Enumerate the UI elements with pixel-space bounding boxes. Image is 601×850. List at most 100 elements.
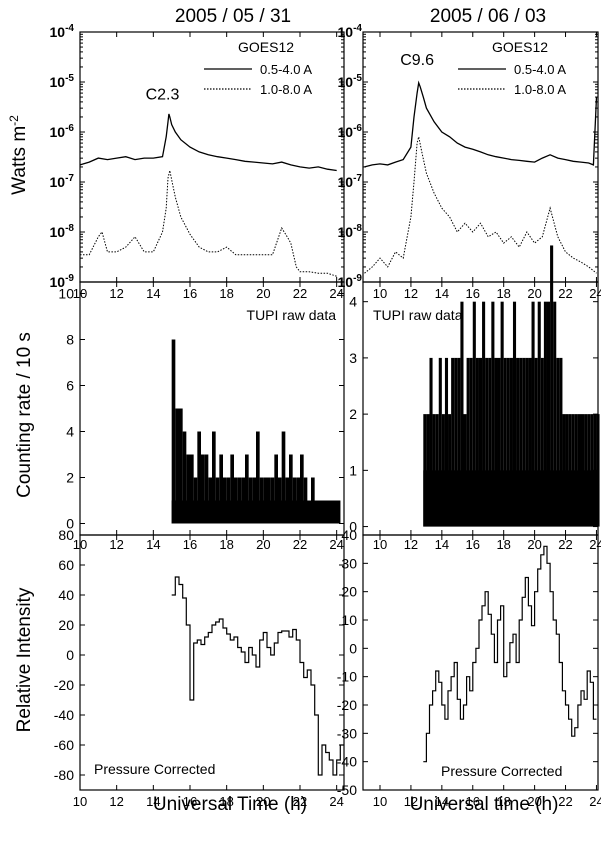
count-bar <box>300 454 304 524</box>
x-bot-left-tick-label: 10 <box>73 537 87 552</box>
y-tick-label: 10-9 <box>338 273 363 290</box>
y-tick-label: 20 <box>341 584 357 600</box>
y-tick-label: 10-9 <box>50 273 75 290</box>
y-tick-label: 4 <box>66 424 74 440</box>
count-bar <box>460 301 464 527</box>
x-bot-left-tick-label: 20 <box>256 794 270 809</box>
ylabel-relative: Relative Intensity <box>14 587 35 732</box>
y-tick-label: -20 <box>54 677 74 693</box>
count-bar <box>478 357 483 527</box>
series-line-long <box>80 170 337 277</box>
count-bar <box>522 357 526 527</box>
count-bar <box>550 245 554 527</box>
y-tick-label: -30 <box>337 725 357 741</box>
x-bot-left-tick-label: 24 <box>329 537 343 552</box>
count-bar <box>512 301 517 527</box>
x-bot-right-tick-label: 16 <box>466 537 480 552</box>
x-bot-right-tick-label: 10 <box>373 794 387 809</box>
x-top-left-tick-label: 12 <box>109 286 123 301</box>
y-tick-label: -20 <box>337 697 357 713</box>
count-bar <box>426 414 430 527</box>
count-bar <box>423 414 427 527</box>
count-bar <box>289 454 293 524</box>
x-top-left-tick-label: 24 <box>329 286 343 301</box>
y-tick-label: 80 <box>58 527 74 543</box>
count-bar <box>590 414 594 527</box>
count-bar <box>190 454 194 524</box>
count-baseline-band <box>423 470 598 527</box>
count-bar <box>485 357 489 527</box>
count-bar <box>475 357 479 527</box>
y-tick-label: -80 <box>54 767 74 783</box>
x-bot-right-tick-label: 12 <box>404 794 418 809</box>
count-bar <box>546 301 551 527</box>
x-bot-left-tick-label: 16 <box>183 537 197 552</box>
count-bar <box>463 414 467 527</box>
relative-panel-frame <box>362 534 599 791</box>
x-top-right-tick-label: 20 <box>527 286 541 301</box>
count-bar <box>230 454 234 524</box>
count-bar <box>531 301 535 527</box>
count-bar <box>197 431 201 524</box>
x-bot-right-tick-label: 14 <box>435 537 449 552</box>
panels: 10-4 10-5 10-6 10-7 10-8 10-9 GOES12 0.5-4.0 A 1… <box>50 23 601 809</box>
panel-annotation: TUPI raw data <box>247 307 337 323</box>
count-bar <box>488 357 492 527</box>
x-bot-right-tick-label: 22 <box>558 794 572 809</box>
x-bot-left-tick-label: 12 <box>109 794 123 809</box>
count-bar <box>540 357 544 527</box>
count-bar <box>438 357 442 527</box>
count-bar <box>494 357 498 527</box>
ylabel-watts: Watts m-2 <box>7 115 30 195</box>
title-left: 2005 / 05 / 31 <box>175 6 291 27</box>
count-bar <box>451 357 455 527</box>
relative-intensity-step <box>423 545 597 763</box>
count-bar <box>503 357 507 527</box>
count-bar <box>506 357 510 527</box>
x-bot-left-tick-label: 20 <box>256 537 270 552</box>
xlabel-left: Universal Time (h) <box>153 794 307 815</box>
x-bot-left-tick-label: 14 <box>146 537 160 552</box>
count-bar <box>472 301 476 527</box>
x-top-left-tick-label: 14 <box>146 286 160 301</box>
y-tick-label: 0 <box>349 519 357 535</box>
x-bot-right-tick-label: 24 <box>589 537 601 552</box>
panel-annotation: Pressure Corrected <box>441 763 562 779</box>
count-bar <box>534 357 538 527</box>
count-bar <box>556 357 560 527</box>
count-bar <box>256 431 260 524</box>
count-bar <box>432 414 436 527</box>
count-bar <box>525 357 529 527</box>
count-bar <box>171 339 176 524</box>
count-bar <box>509 357 513 527</box>
y-tick-label: 10 <box>58 286 74 302</box>
count-bar <box>204 454 209 524</box>
count-bars <box>423 245 600 527</box>
count-bar <box>565 414 569 527</box>
count-bar <box>219 454 223 524</box>
count-bar <box>571 414 575 527</box>
legend-label: 0.5-4.0 A <box>260 62 312 77</box>
y-tick-label: 10-4 <box>338 23 363 40</box>
count-bar <box>469 357 473 527</box>
y-tick-label: 3 <box>349 350 357 366</box>
flare-annotation: C2.3 <box>146 86 180 103</box>
title-right: 2005 / 06 / 03 <box>430 6 546 27</box>
x-top-left-tick-label: 10 <box>73 286 87 301</box>
count-bar <box>435 414 439 527</box>
count-bar <box>516 357 520 527</box>
series-line-short <box>79 113 337 172</box>
legend-title: GOES12 <box>492 39 548 55</box>
relative-intensity-step <box>171 576 344 776</box>
y-tick-label: 10-4 <box>50 23 75 40</box>
y-tick-label: 8 <box>66 332 74 348</box>
x-bot-right-tick-label: 10 <box>373 537 387 552</box>
count-bar <box>500 301 504 527</box>
x-top-right-tick-label: 12 <box>404 286 418 301</box>
y-tick-label: 0 <box>66 516 74 532</box>
count-bar <box>519 357 523 527</box>
x-bot-right-tick-label: 14 <box>435 794 449 809</box>
x-bot-left-tick-label: 22 <box>293 794 307 809</box>
y-tick-label: 10 <box>341 612 357 628</box>
